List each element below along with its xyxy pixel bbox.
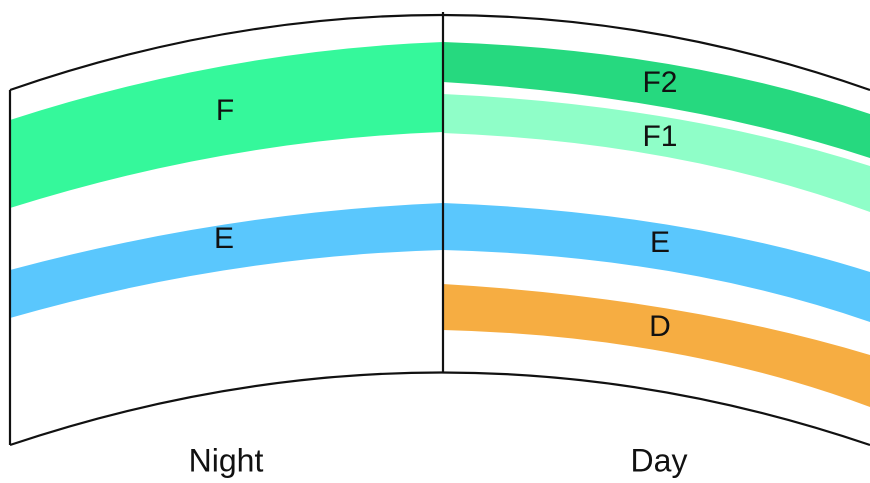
night-panel: F E <box>10 42 443 318</box>
night-layer-e-band <box>10 203 443 318</box>
day-layer-e-band <box>443 203 870 322</box>
day-layer-f1-band <box>443 94 870 212</box>
outer-atmosphere-arc <box>9 13 870 92</box>
day-layer-e-label: E <box>650 226 670 259</box>
night-layer-f-band <box>10 42 443 208</box>
earth-surface-arc <box>9 371 870 447</box>
night-caption: Night <box>189 442 264 478</box>
night-layer-e-label: E <box>214 222 234 255</box>
day-layer-f1-label: F1 <box>642 120 677 153</box>
day-caption: Day <box>631 442 688 478</box>
day-layer-f2-band <box>443 42 870 158</box>
day-layer-d-label: D <box>649 310 671 343</box>
day-panel: F2 F1 E D <box>443 42 870 407</box>
night-layer-f-label: F <box>216 94 234 127</box>
day-layer-d-band <box>443 284 870 407</box>
day-layer-f2-label: F2 <box>642 66 677 99</box>
